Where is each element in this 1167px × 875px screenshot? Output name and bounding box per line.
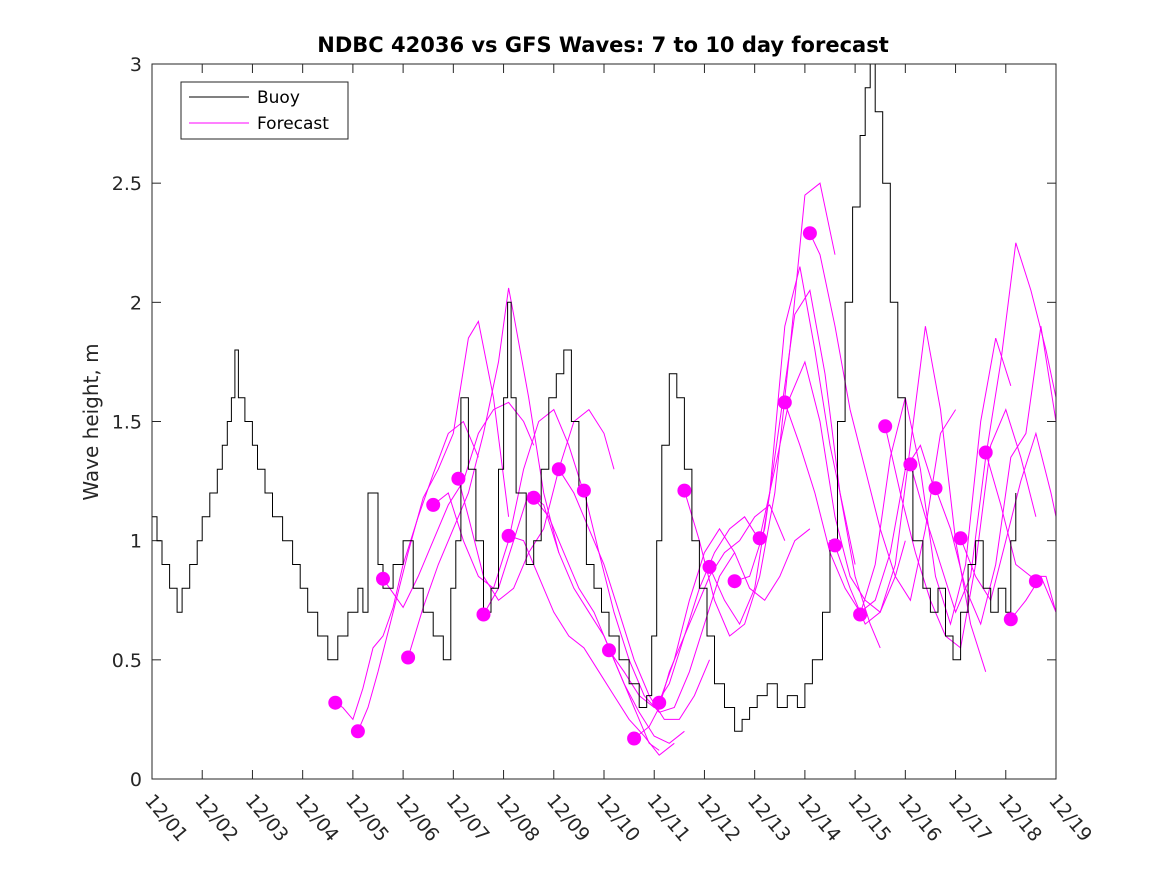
forecast-trace [633, 504, 786, 739]
forecast-trace [382, 401, 535, 609]
y-tick-label: 0.5 [112, 650, 142, 672]
forecast-point [677, 483, 692, 498]
axis-ticks [151, 63, 1057, 780]
forecast-point [350, 724, 365, 739]
forecast-point [426, 497, 441, 512]
forecast-trace [508, 535, 675, 756]
forecast-trace [658, 527, 811, 703]
forecast-trace [558, 468, 710, 720]
forecast-point [752, 531, 767, 546]
forecast-trace [407, 287, 560, 658]
y-tick-label: 1.5 [112, 412, 142, 434]
forecast-point [853, 607, 868, 622]
y-tick-label: 0 [130, 769, 142, 791]
buoy-line [152, 64, 1017, 732]
data-layer [152, 64, 1056, 756]
y-tick-label: 3 [130, 54, 142, 76]
forecast-point [777, 395, 792, 410]
forecast-point [627, 731, 642, 746]
forecast-point [376, 571, 390, 586]
forecast-point [953, 531, 968, 546]
legend-forecast-label: Forecast [257, 114, 329, 134]
forecast-trace [357, 320, 510, 732]
forecast-point [802, 226, 817, 241]
forecast-point [526, 490, 541, 505]
y-tick-label: 2.5 [112, 173, 142, 195]
forecast-trace [985, 452, 1056, 613]
forecast-point [602, 643, 616, 658]
forecast-point [1003, 612, 1018, 627]
forecast-point [476, 607, 491, 622]
forecast-point [727, 574, 742, 589]
forecast-trace [859, 337, 1012, 626]
forecast-point [828, 538, 842, 553]
y-tick-label: 2 [130, 292, 142, 314]
forecast-point [328, 695, 343, 710]
y-tick-labels: 0 0.5 1 1.5 2 2.5 3 [112, 54, 142, 791]
forecast-point [576, 483, 591, 498]
forecast-point [652, 695, 667, 710]
y-axis-label: Wave height, m [79, 343, 103, 500]
forecast-point [401, 650, 416, 665]
forecast-point [903, 457, 918, 472]
forecast-trace [935, 326, 1056, 626]
forecast-point [1028, 574, 1043, 589]
forecast-trace [759, 360, 906, 614]
y-tick-label: 1 [130, 531, 142, 553]
plot-box [151, 63, 1057, 780]
forecast-trace [583, 490, 736, 713]
legend-box [180, 81, 349, 140]
legend-buoy-label: Buoy [257, 88, 300, 108]
forecast-point [501, 528, 516, 543]
forecast-point [702, 559, 717, 574]
forecast-point [551, 462, 566, 477]
forecast-trace [1010, 575, 1056, 620]
plot-area [152, 64, 1056, 779]
forecast-point [878, 419, 893, 434]
forecast-trace [683, 182, 836, 637]
chart-title: NDBC 42036 vs GFS Waves: 7 to 10 day for… [317, 33, 888, 57]
legend: Buoy Forecast [180, 81, 349, 140]
forecast-point [928, 481, 943, 496]
forecast-trace [335, 420, 479, 721]
forecast-point [451, 471, 466, 486]
forecast-trace [709, 266, 856, 626]
forecast-point [978, 445, 993, 460]
forecast-trace [960, 431, 1056, 602]
